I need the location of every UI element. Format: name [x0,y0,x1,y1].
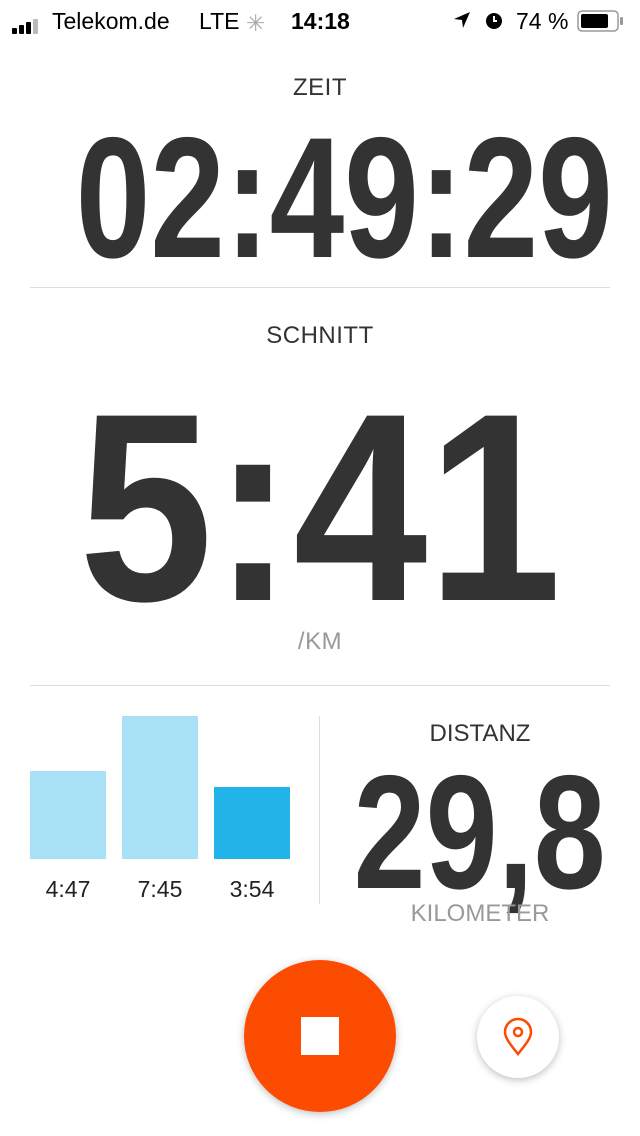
split-bar [122,716,198,859]
stop-button[interactable] [244,960,396,1112]
split-bar [214,787,290,859]
network-type: LTE [199,8,240,34]
split-bar [30,770,106,859]
divider [30,685,610,686]
status-bar: Telekom.de LTE ✳ 14:18 74 % [0,0,640,42]
split-label: 3:54 [229,876,275,902]
clock: 14:18 [291,8,350,34]
zeit-label: ZEIT [293,74,347,101]
map-pin-icon [503,1017,533,1057]
loading-spinner-icon: ✳ [246,10,266,36]
schnitt-label: SCHNITT [266,322,374,349]
distanz-label: DISTANZ [429,720,531,747]
battery-percent: 74 % [516,8,569,34]
alarm-icon [483,9,505,37]
distanz-unit: KILOMETER [410,900,550,927]
divider [30,287,610,288]
battery-icon [577,10,625,38]
schnitt-value: 5:41 [78,357,562,657]
distanz-value: 29,8 [353,742,607,923]
carrier: Telekom.de [52,8,170,34]
split-label: 7:45 [137,876,183,902]
location-button[interactable] [477,996,559,1078]
split-label: 4:47 [45,876,91,902]
schnitt-unit: /KM [297,628,343,655]
location-arrow-icon [452,9,472,36]
vertical-divider [319,716,320,904]
stop-icon [301,1017,339,1055]
zeit-value: 02:49:29 [75,102,613,294]
signal-icon [12,13,44,34]
